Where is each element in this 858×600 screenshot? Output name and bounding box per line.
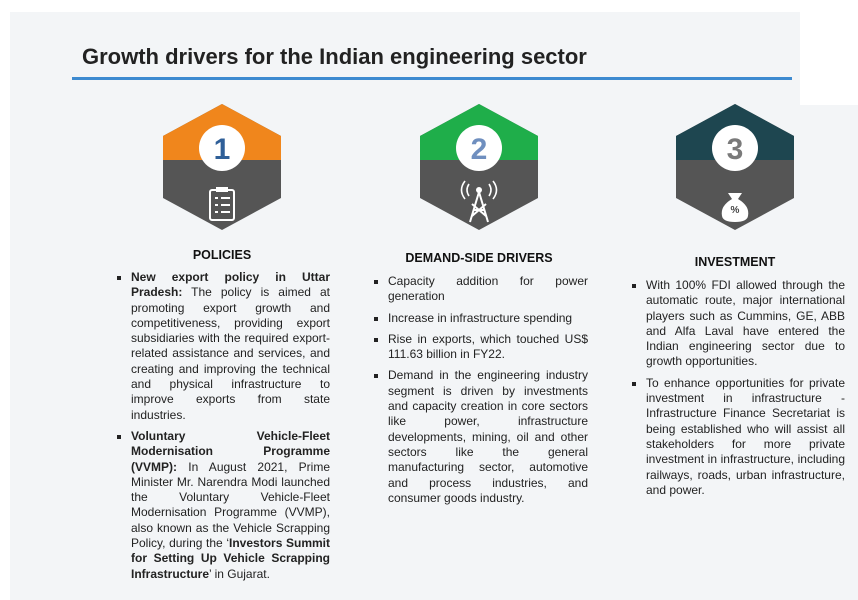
column-heading: POLICIES — [192, 248, 252, 262]
icon — [460, 180, 498, 223]
number-circle — [712, 125, 758, 171]
hexagon-badge: 1 — [163, 104, 281, 230]
bullet-text: Demand in the engineering industry segme… — [388, 368, 588, 505]
bullet-text: ’ in Gujarat. — [209, 566, 270, 581]
bullet-text: Capacity addition for power generation — [388, 274, 588, 304]
number: 2 — [471, 133, 488, 166]
number: 3 — [727, 133, 744, 166]
bullet-text: To enhance opportunities for private inv… — [646, 375, 845, 497]
icon: % — [721, 193, 749, 222]
number: 1 — [214, 133, 231, 166]
bullet: With 100% FDI allowed through the automa… — [630, 278, 845, 370]
bullet-text: Investors Summit for Setting Up Vehicle … — [131, 536, 330, 581]
number-circle — [199, 125, 245, 171]
bullet-text: Voluntary Vehicle-Fleet Modernisation Pr… — [131, 428, 330, 474]
title-rule — [72, 77, 792, 80]
bullet-list: With 100% FDI allowed through the automa… — [630, 278, 845, 504]
bullet-list: Capacity addition for power generation In… — [372, 274, 588, 512]
bullet: New export policy in Uttar Pradesh: The … — [115, 270, 330, 423]
bullet-text: The policy is aimed at promoting export … — [131, 285, 330, 422]
bullet-list: New export policy in Uttar Pradesh: The … — [115, 270, 330, 588]
title: Growth drivers for the Indian engineerin… — [82, 44, 587, 69]
column-heading: DEMAND-SIDE DRIVERS — [405, 251, 553, 265]
bullet-text: In August 2021, Prime Minister Mr. Naren… — [131, 459, 330, 551]
hexagon-badge: 2 — [420, 104, 538, 230]
bullet: Demand in the engineering industry segme… — [372, 368, 588, 506]
column-heading: INVESTMENT — [694, 255, 776, 269]
bullet: To enhance opportunities for private inv… — [630, 376, 845, 498]
bullet: Increase in infrastructure spending — [372, 311, 588, 326]
bullet: Rise in exports, which touched US$ 111.6… — [372, 332, 588, 363]
bullet: Capacity addition for power generation — [372, 274, 588, 305]
bullet-text: New export policy in Uttar Pradesh: — [131, 270, 330, 300]
background-panel — [10, 12, 800, 600]
bullet-text: Rise in exports, which touched US$ 111.6… — [388, 331, 588, 362]
bullet-text: Increase in infrastructure spending — [388, 310, 573, 325]
svg-text:%: % — [731, 205, 740, 216]
bullet: Voluntary Vehicle-Fleet Modernisation Pr… — [115, 429, 330, 582]
background-panel — [800, 105, 858, 600]
hexagon-badge: 3% — [676, 104, 794, 230]
bullet-text: With 100% FDI allowed through the automa… — [646, 278, 845, 369]
number-circle — [456, 125, 502, 171]
icon — [209, 187, 235, 221]
